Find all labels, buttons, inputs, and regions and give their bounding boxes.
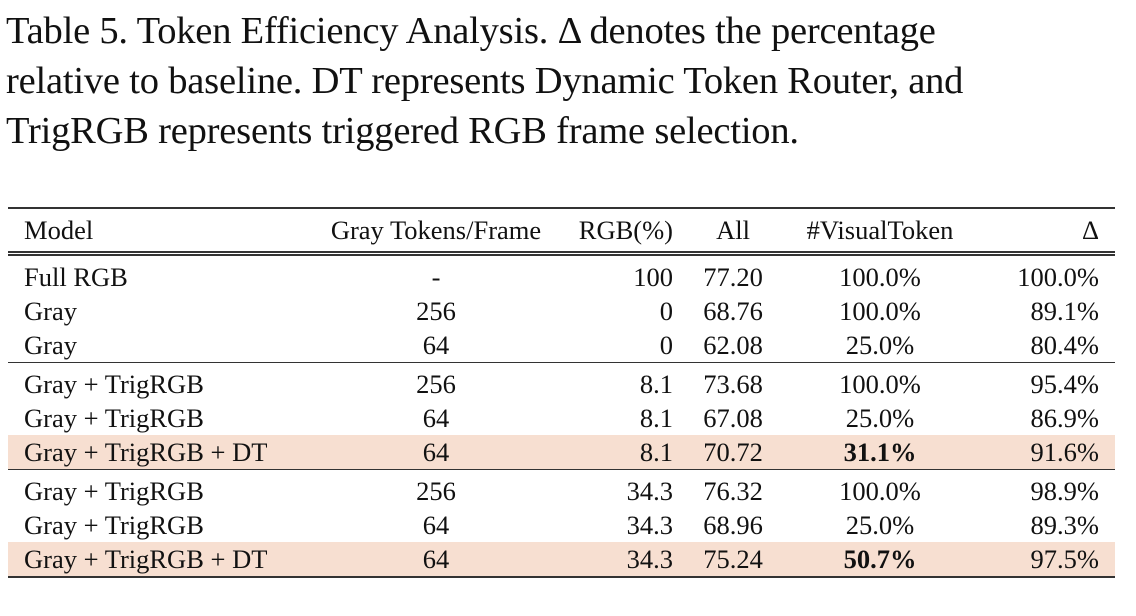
caption-line: TrigRGB represents triggered RGB frame s… (6, 110, 799, 152)
cell-gray-tokens: 256 (416, 296, 456, 326)
table-row: Gray 64 0 62.08 25.0% 80.4% (8, 328, 1115, 363)
cell-visual-token: 100.0% (839, 476, 921, 506)
caption-line: relative to baseline. DT represents Dyna… (6, 60, 964, 102)
cell-rgb: 0 (659, 296, 673, 326)
cell-model: Gray + TrigRGB (24, 510, 204, 540)
cell-all: 70.72 (687, 435, 779, 470)
header-gray-tokens: Gray Tokens/Frame (300, 207, 572, 254)
token-efficiency-table: Model Gray Tokens/Frame RGB(%) All #Visu… (8, 207, 1115, 578)
cell-rgb: 8.1 (572, 435, 687, 470)
cell-rgb: 8.1 (639, 403, 673, 433)
cell-visual-token: 50.7% (779, 542, 981, 578)
cell-rgb: 100 (633, 262, 673, 292)
table-body: Full RGB - 100 77.20 100.0% 100.0% Gray … (8, 254, 1115, 578)
header-row: Model Gray Tokens/Frame RGB(%) All #Visu… (8, 207, 1115, 254)
header-rgb: RGB(%) (572, 207, 687, 254)
cell-all: 62.08 (687, 328, 779, 363)
cell-gray-tokens: 64 (300, 435, 572, 470)
table-caption: Table 5. Token Efficiency Analysis. Δ de… (6, 6, 1122, 156)
table-row-highlighted: Gray + TrigRGB + DT 64 34.3 75.24 50.7% … (8, 542, 1115, 578)
cell-delta: 89.3% (1030, 510, 1099, 540)
cell-visual-token: 31.1% (779, 435, 981, 470)
cell-model: Full RGB (24, 262, 128, 292)
table-row: Full RGB - 100 77.20 100.0% 100.0% (8, 254, 1115, 295)
cell-all: 73.68 (703, 369, 763, 399)
cell-rgb: 0 (572, 328, 687, 363)
cell-visual-token: 100.0% (839, 369, 921, 399)
cell-visual-token: 25.0% (779, 328, 981, 363)
cell-visual-token: 25.0% (845, 403, 915, 433)
cell-rgb: 34.3 (626, 476, 673, 506)
cell-all: 76.32 (703, 476, 763, 506)
cell-gray-tokens: 64 (300, 542, 572, 578)
cell-delta: 100.0% (1017, 262, 1099, 292)
cell-model: Gray (24, 296, 77, 326)
cell-gray-tokens: - (431, 262, 441, 292)
cell-model: Gray + TrigRGB + DT (8, 435, 300, 470)
cell-delta: 97.5% (981, 542, 1115, 578)
cell-rgb: 34.3 (626, 510, 673, 540)
cell-gray-tokens: 256 (416, 369, 456, 399)
table-row: Gray + TrigRGB 256 8.1 73.68 100.0% 95.4… (8, 363, 1115, 402)
cell-visual-token: 100.0% (839, 262, 921, 292)
cell-all: 68.96 (703, 510, 763, 540)
table-row: Gray + TrigRGB 256 34.3 76.32 100.0% 98.… (8, 470, 1115, 509)
table-row: Gray 256 0 68.76 100.0% 89.1% (8, 294, 1115, 328)
cell-model: Gray + TrigRGB (24, 369, 204, 399)
header-visual-token: #VisualToken (779, 207, 981, 254)
cell-visual-token: 100.0% (839, 296, 921, 326)
header-delta: Δ (981, 207, 1115, 254)
cell-model: Gray + TrigRGB (24, 476, 204, 506)
cell-delta: 91.6% (981, 435, 1115, 470)
table-row: Gray + TrigRGB 64 8.1 67.08 25.0% 86.9% (8, 401, 1115, 435)
cell-delta: 86.9% (1030, 403, 1099, 433)
cell-all: 67.08 (703, 403, 763, 433)
cell-gray-tokens: 256 (416, 476, 456, 506)
table-header: Model Gray Tokens/Frame RGB(%) All #Visu… (8, 207, 1115, 254)
table-row-highlighted: Gray + TrigRGB + DT 64 8.1 70.72 31.1% 9… (8, 435, 1115, 470)
cell-delta: 98.9% (1030, 476, 1099, 506)
cell-gray-tokens: 64 (422, 510, 450, 540)
cell-all: 68.76 (703, 296, 763, 326)
cell-model: Gray (8, 328, 300, 363)
caption-line: Table 5. Token Efficiency Analysis. Δ de… (6, 10, 936, 52)
header-all: All (687, 207, 779, 254)
cell-gray-tokens: 64 (422, 403, 450, 433)
cell-delta: 80.4% (981, 328, 1115, 363)
cell-all: 75.24 (687, 542, 779, 578)
cell-visual-token: 25.0% (845, 510, 915, 540)
cell-model: Gray + TrigRGB + DT (8, 542, 300, 578)
header-model: Model (8, 207, 300, 254)
cell-model: Gray + TrigRGB (24, 403, 204, 433)
cell-delta: 95.4% (1030, 369, 1099, 399)
cell-rgb: 34.3 (572, 542, 687, 578)
cell-all: 77.20 (703, 262, 763, 292)
cell-delta: 89.1% (1030, 296, 1099, 326)
table-row: Gray + TrigRGB 64 34.3 68.96 25.0% 89.3% (8, 508, 1115, 542)
cell-gray-tokens: 64 (300, 328, 572, 363)
cell-rgb: 8.1 (639, 369, 673, 399)
